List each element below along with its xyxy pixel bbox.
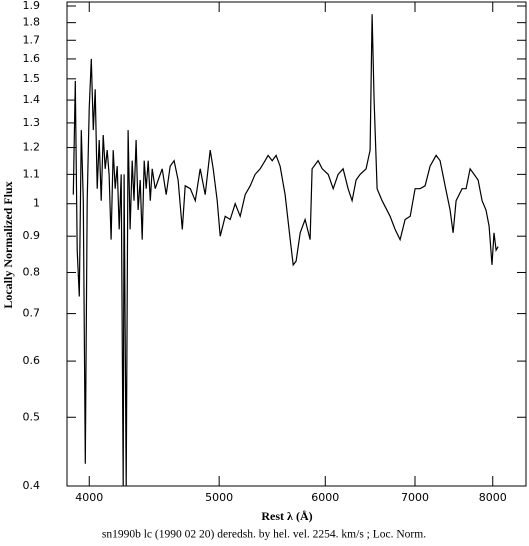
caption: sn1990b lc (1990 02 20) deredsh. by hel.… — [102, 529, 426, 541]
x-tick-label: 6000 — [311, 491, 339, 504]
x-tick-label: 4000 — [75, 491, 103, 504]
x-tick-label: 5000 — [205, 491, 233, 504]
y-tick-label: 1.3 — [23, 116, 41, 129]
plot-frame — [66, 1, 527, 487]
y-tick-label: 0.6 — [23, 354, 41, 367]
x-tick-label: 7000 — [401, 491, 429, 504]
y-tick-label: 1.9 — [23, 0, 41, 12]
y-tick-label: 0.8 — [23, 265, 41, 278]
y-tick-label: 1.7 — [23, 33, 41, 46]
y-tick-label: 0.7 — [23, 307, 41, 320]
y-tick-label: 1.6 — [23, 52, 41, 65]
y-axis-label: Locally Normalized Flux — [1, 181, 15, 308]
y-tick-label: 1.4 — [23, 93, 41, 106]
y-tick-label: 0.9 — [23, 229, 41, 242]
y-tick-label: 0.4 — [23, 479, 41, 492]
y-tick-label: 1.8 — [23, 16, 41, 29]
x-axis-label: Rest λ (Å) — [261, 509, 312, 523]
y-tick-label: 1.1 — [23, 167, 41, 180]
y-tick-label: 1 — [33, 197, 40, 210]
y-tick-label: 1.2 — [23, 141, 41, 154]
x-tick-label: 8000 — [479, 491, 507, 504]
y-tick-label: 0.5 — [23, 410, 41, 423]
y-tick-label: 1.5 — [23, 72, 41, 85]
spectrum-line — [72, 14, 499, 487]
